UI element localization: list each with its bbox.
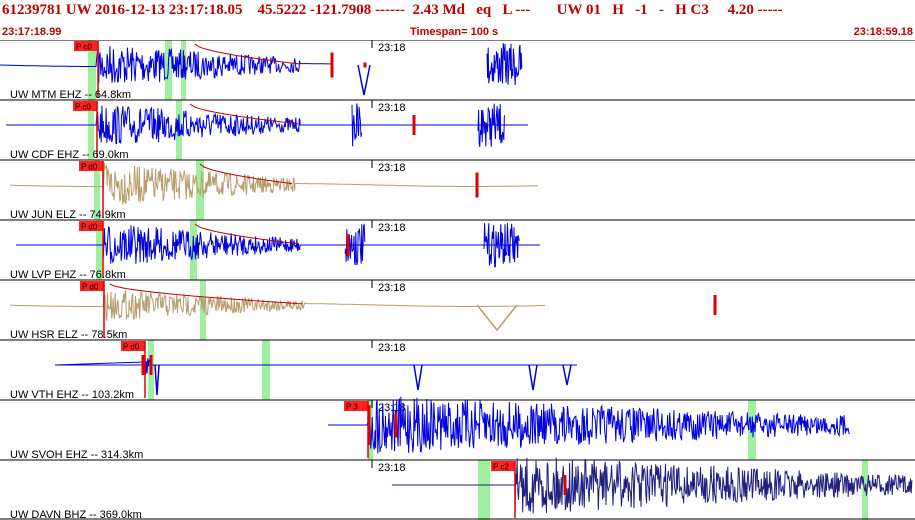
waveform <box>0 42 334 84</box>
coda-duration-curve <box>109 283 303 305</box>
phase-window-marker <box>196 160 204 220</box>
event-summary: 61239781 UW 2016-12-13 23:17:18.05 45.52… <box>2 2 783 18</box>
pick-flag[interactable]: P d0 <box>121 341 146 398</box>
minute-label: 23:18 <box>378 342 406 354</box>
station-label: UW CDF EHZ -- 69.0km <box>10 149 129 161</box>
waveform-spike <box>562 364 572 386</box>
pick-flag-label: P d0 <box>123 343 140 352</box>
waveform-burst <box>477 103 505 147</box>
phase-window-marker <box>96 220 102 280</box>
pick-flag-box <box>80 281 104 291</box>
trace-row[interactable]: 23:18 P d0 UW LVP EHZ -- 76.8km <box>0 219 915 281</box>
pick-flag-box <box>79 161 103 171</box>
pick-flag-label: P c2 <box>493 463 509 472</box>
waveform-burst <box>351 103 363 147</box>
station-label: UW DAVN BHZ -- 369.0km <box>10 509 142 520</box>
pick-flag-label: P c0 <box>75 103 91 112</box>
pick-flag-label: P d0 <box>82 283 99 292</box>
minute-label: 23:18 <box>378 282 406 294</box>
amplitude-marker <box>367 405 371 445</box>
coda-duration-curve <box>199 163 293 185</box>
pick-flag-box <box>79 221 103 231</box>
waveform <box>6 105 528 145</box>
trace-row[interactable]: 23:18P 3UW SVOH EHZ -- 314.3km <box>0 396 915 461</box>
pick-flag[interactable]: P c0 <box>73 101 98 158</box>
trace-row[interactable]: 23:18 P d0 UW JUN ELZ -- 74.9km <box>0 159 915 221</box>
waveform-spike <box>476 304 518 332</box>
pick-flag-box <box>73 101 97 111</box>
waveform-burst <box>483 223 520 268</box>
event-header: 61239781 UW 2016-12-13 23:17:18.05 45.52… <box>0 0 915 40</box>
waveform-burst <box>486 43 523 86</box>
amplitude-marker <box>330 52 334 78</box>
phase-window-marker <box>88 100 94 160</box>
pick-flag[interactable]: P c2 <box>491 461 516 518</box>
amplitude-marker <box>412 115 416 135</box>
phase-window-marker <box>262 340 270 400</box>
waveform <box>54 353 577 375</box>
timespan-label: Timespan= 100 s <box>410 26 499 38</box>
waveform-spike <box>413 364 423 391</box>
trace-row[interactable]: 23:18 P c0 UW CDF EHZ -- 69.0km <box>0 99 915 161</box>
pick-flag[interactable]: P c0 <box>74 41 99 98</box>
amplitude-marker <box>346 234 350 256</box>
waveform <box>328 396 850 454</box>
station-label: UW SVOH EHZ -- 314.3km <box>10 449 143 461</box>
waveform <box>392 457 913 514</box>
pick-flag[interactable]: P 3 <box>344 401 369 458</box>
pick-flag-label: P d0 <box>81 223 98 232</box>
trace-row[interactable]: 23:18 P c0 UW MTM EHZ -- 64.8km <box>0 40 915 101</box>
trace-row[interactable]: 23:18 P c2 UW DAVN BHZ -- 369.0km <box>0 457 915 520</box>
coda-duration-curve <box>189 103 299 125</box>
minute-label: 23:18 <box>378 42 406 54</box>
minute-label: 23:18 <box>378 102 406 114</box>
amplitude-marker <box>363 62 367 68</box>
phase-window-marker <box>200 280 206 340</box>
station-label: UW MTM EHZ -- 64.8km <box>10 89 131 101</box>
coda-duration-curve <box>194 43 300 65</box>
seismogram-panel[interactable]: 23:18 P c0 UW MTM EHZ -- 64.8km 23:18 P c0 UW… <box>0 40 915 520</box>
minute-label: 23:18 <box>378 222 406 234</box>
phase-window-marker <box>478 460 490 520</box>
minute-label: 23:18 <box>378 162 406 174</box>
station-label: UW LVP EHZ -- 76.8km <box>10 269 126 281</box>
pick-flag-label: P c0 <box>76 43 92 52</box>
waveform-spike <box>357 64 371 96</box>
phase-window-marker <box>88 40 96 100</box>
phase-window-marker <box>94 160 100 220</box>
trace-row[interactable]: 23:18 P d0 UW HSR ELZ -- 78.5km <box>0 279 915 341</box>
pick-flag[interactable]: P d0 <box>79 221 104 278</box>
pick-flag[interactable]: P d0 <box>79 161 104 218</box>
waveform-burst <box>344 223 366 266</box>
pick-flag-box <box>121 341 145 351</box>
pick-flag-box <box>491 461 515 471</box>
amplitude-marker <box>563 475 567 495</box>
trace-row[interactable]: 23:18 P d0 UW VTH EHZ -- 103.2km <box>0 339 915 401</box>
amplitude-marker <box>149 355 153 375</box>
pick-flag-box <box>74 41 98 51</box>
waveform <box>16 225 540 264</box>
pick-flag[interactable]: P d0 <box>80 281 105 338</box>
pick-flag-label: P d0 <box>81 163 98 172</box>
station-label: UW VTH EHZ -- 103.2km <box>10 389 134 401</box>
waveform <box>9 289 546 322</box>
minute-label: 23:18 <box>378 462 406 474</box>
waveform-spike <box>528 364 538 391</box>
waveform-spike <box>154 364 160 396</box>
amplitude-marker <box>394 412 398 438</box>
station-label: UW JUN ELZ -- 74.9km <box>10 209 126 221</box>
waveform <box>9 163 538 205</box>
amplitude-marker <box>141 355 145 375</box>
amplitude-marker <box>475 172 479 198</box>
pick-flag-label: P 3 <box>346 403 358 412</box>
end-time: 23:18:59.18 <box>853 26 913 38</box>
amplitude-marker <box>713 295 717 315</box>
coda-duration-curve <box>194 223 300 245</box>
start-time: 23:17:18.99 <box>2 26 62 38</box>
pick-flag-box <box>344 401 368 411</box>
station-label: UW HSR ELZ -- 78.5km <box>10 329 127 341</box>
